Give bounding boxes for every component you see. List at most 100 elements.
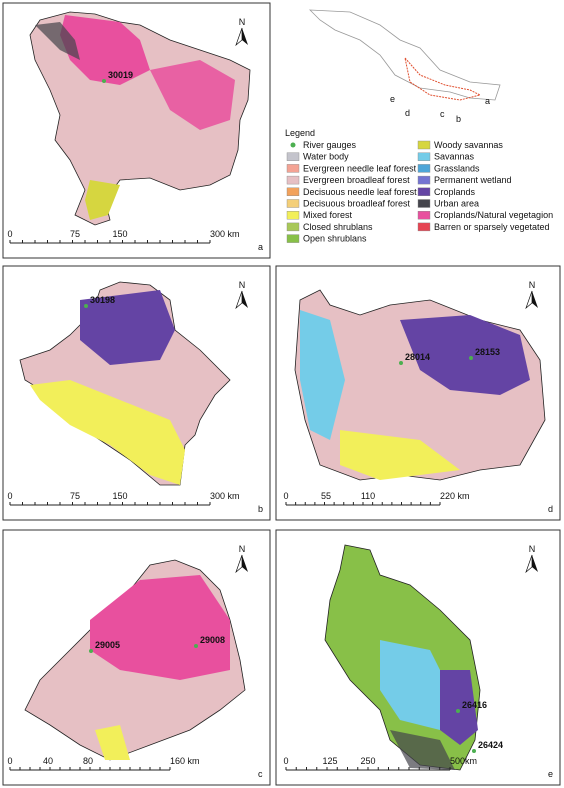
legend-swatch	[286, 187, 300, 197]
legend-label: Permanent wetland	[434, 175, 512, 185]
panel-letter: d	[548, 504, 553, 514]
legend-swatch	[290, 142, 296, 148]
scale-label: 300 km	[210, 229, 240, 239]
legend-label: Barren or sparsely vegetated	[434, 222, 550, 232]
legend-title: Legend	[285, 128, 315, 138]
gauge-dot	[456, 709, 460, 713]
legend-swatch	[417, 187, 431, 197]
gauge-dot	[469, 356, 473, 360]
legend-swatch	[417, 210, 431, 220]
legend-label: Woody savannas	[434, 140, 503, 150]
scale-label: 40	[43, 756, 53, 766]
north-label: N	[239, 17, 246, 27]
basin-d	[294, 289, 546, 481]
north-label: N	[239, 544, 246, 554]
gauge-dot	[399, 361, 403, 365]
gauge-dot	[194, 644, 198, 648]
legend-swatch	[417, 199, 431, 208]
gauge-label: 26416	[462, 700, 487, 710]
basin-a	[29, 11, 251, 226]
north-label: N	[529, 280, 536, 290]
legend-label: River gauges	[303, 140, 357, 150]
legend-label: Evergreen broadleaf forest	[303, 175, 410, 185]
legend-swatch	[286, 222, 300, 232]
scale-label: 300 km	[210, 491, 240, 501]
legend-swatch	[417, 222, 431, 232]
legend-label: Savannas	[434, 152, 475, 162]
north-arrow	[235, 290, 243, 310]
panel-frame	[2, 265, 271, 521]
legend-swatch	[417, 152, 431, 161]
gauge-label: 29008	[200, 635, 225, 645]
north-arrow	[525, 290, 533, 310]
gauge-label: 28014	[405, 352, 430, 362]
legend-label: Water body	[303, 152, 349, 162]
scale-label: 125	[322, 756, 337, 766]
inset-label: c	[440, 109, 445, 119]
panel-letter: a	[258, 242, 263, 252]
panel-frame	[275, 529, 561, 786]
north-label: N	[239, 280, 246, 290]
gauge-label: 30019	[108, 70, 133, 80]
panel-letter: c	[258, 769, 263, 779]
panel-frame	[2, 529, 271, 786]
legend-swatch	[417, 140, 431, 150]
legend-label: Urban area	[434, 199, 479, 209]
scale-label: 160 km	[170, 756, 200, 766]
scale-label: 150	[112, 491, 127, 501]
legend-swatch	[286, 210, 300, 220]
legend-swatch	[417, 175, 431, 185]
legend-label: Croplands/Natural vegetagion	[434, 210, 553, 220]
north-arrow	[525, 554, 533, 574]
inset-label: e	[390, 94, 395, 104]
basin-e	[324, 544, 481, 771]
scale-label: 0	[283, 756, 288, 766]
legend-label: Grasslands	[434, 163, 480, 173]
scale-label: 80	[83, 756, 93, 766]
legend-swatch	[417, 164, 431, 173]
north-arrow	[242, 555, 248, 572]
north-arrow	[242, 291, 248, 308]
gauge-dot	[102, 79, 106, 83]
scale-label: 220 km	[440, 491, 470, 501]
north-arrow	[235, 27, 243, 47]
legend-label: Open shrublans	[303, 234, 367, 244]
legend-swatch	[286, 199, 300, 208]
scale-label: 500km	[450, 756, 477, 766]
scale-label: 75	[70, 229, 80, 239]
inset-label: a	[485, 96, 490, 106]
scale-label: 0	[283, 491, 288, 501]
inset-map	[308, 9, 501, 101]
inset-label: b	[456, 114, 461, 124]
panel-letter: b	[258, 504, 263, 514]
gauge-label: 29005	[95, 640, 120, 650]
panel-letter: e	[548, 769, 553, 779]
legend-label: Evergreen needle leaf forest	[303, 163, 417, 173]
scale-label: 0	[7, 491, 12, 501]
north-label: N	[529, 544, 536, 554]
gauge-dot	[472, 749, 476, 753]
north-arrow	[532, 555, 538, 572]
basin-b	[19, 281, 231, 486]
gauge-label: 28153	[475, 347, 500, 357]
legend-swatch	[286, 152, 300, 161]
legend-label: Decisuous broadleaf forest	[303, 199, 411, 209]
inset-label: d	[405, 108, 410, 118]
gauge-label: 30198	[90, 295, 115, 305]
scale-label: 0	[7, 756, 12, 766]
scale-label: 55	[321, 491, 331, 501]
legend-swatch	[286, 164, 300, 173]
basin-c	[24, 559, 246, 761]
legend-label: Croplands	[434, 187, 476, 197]
north-arrow	[242, 28, 248, 45]
scale-label: 110	[361, 491, 375, 501]
north-arrow	[532, 291, 538, 308]
scale-label: 250	[360, 756, 375, 766]
legend-label: Mixed forest	[303, 210, 353, 220]
scale-label: 150	[112, 229, 127, 239]
north-arrow	[235, 554, 243, 574]
panel-frame	[275, 265, 561, 521]
scale-label: 75	[70, 491, 80, 501]
legend-swatch	[286, 234, 300, 243]
